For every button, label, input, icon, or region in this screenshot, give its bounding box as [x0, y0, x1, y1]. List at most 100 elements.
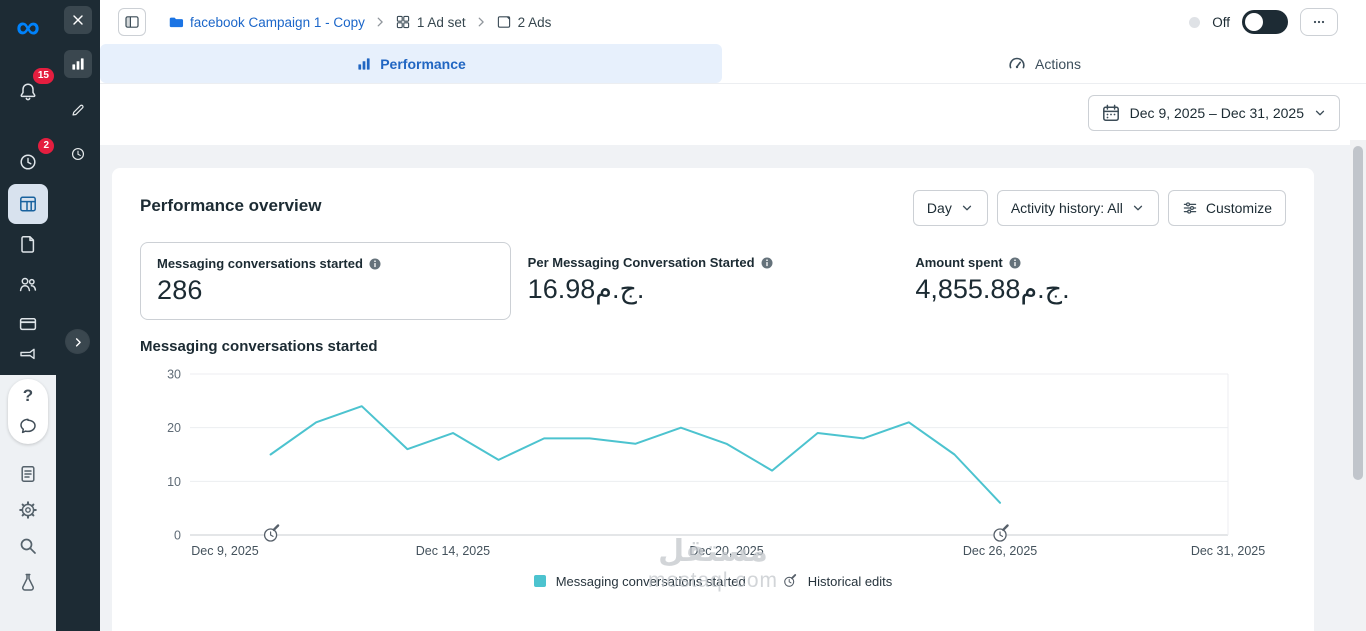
date-row: Dec 9, 2025 – Dec 31, 2025 — [100, 84, 1366, 145]
global-sidebar: ∞ 15 2 — [0, 0, 56, 631]
metric-card-cost-per-conversation[interactable]: Per Messaging Conversation Started 16.98… — [528, 242, 899, 320]
close-icon — [73, 15, 83, 25]
scrollbar-thumb[interactable] — [1353, 146, 1363, 480]
ads-square-icon — [497, 16, 510, 28]
ellipsis-icon — [1313, 20, 1325, 24]
svg-text:0: 0 — [174, 529, 181, 543]
svg-text:Dec 26, 2025: Dec 26, 2025 — [963, 544, 1037, 558]
date-range-picker[interactable]: Dec 9, 2025 – Dec 31, 2025 — [1087, 95, 1340, 131]
svg-text:Dec 14, 2025: Dec 14, 2025 — [416, 544, 490, 558]
breadcrumb-adset[interactable]: 1 Ad set — [395, 14, 466, 30]
legend-swatch — [533, 575, 546, 587]
billing-card-icon — [19, 318, 37, 331]
breadcrumb-ads[interactable]: 2 Ads — [496, 14, 551, 30]
chevron-separator-icon — [478, 17, 484, 27]
folder-icon — [169, 17, 184, 28]
help-question-icon: ? — [22, 386, 34, 405]
experiments-button[interactable] — [8, 564, 48, 600]
audiences-nav[interactable] — [8, 264, 48, 304]
notifications-badge: 15 — [32, 68, 54, 84]
help-button[interactable]: ? — [23, 387, 33, 406]
charts-tool-button[interactable] — [64, 50, 92, 78]
more-tools-nav[interactable] — [8, 344, 48, 364]
pages-doc-icon — [21, 236, 35, 253]
notifications-button[interactable]: 15 — [8, 68, 54, 112]
caret-down-icon — [1133, 205, 1142, 211]
caret-down-icon — [962, 205, 971, 211]
ads-manager-table-icon — [20, 196, 36, 212]
ads-manager-nav[interactable] — [8, 184, 48, 224]
global-sidebar-bottom: ? — [0, 375, 56, 631]
date-range-label: Dec 9, 2025 – Dec 31, 2025 — [1129, 105, 1304, 121]
caret-down-icon — [1315, 110, 1325, 116]
bar-chart-icon — [72, 58, 84, 70]
info-icon[interactable] — [760, 256, 774, 270]
settings-gear-icon — [19, 501, 37, 519]
performance-bars-icon — [358, 57, 370, 70]
adset-grid-icon — [396, 15, 410, 29]
historical-edits-icon — [783, 574, 796, 587]
chevron-separator-icon — [377, 17, 383, 27]
chart-title: Messaging conversations started — [140, 338, 378, 355]
tab-actions[interactable]: Actions — [722, 44, 1366, 83]
edit-tool-button[interactable] — [64, 96, 92, 124]
speedometer-icon — [1009, 57, 1025, 68]
vertical-scrollbar[interactable] — [1350, 140, 1366, 631]
global-sidebar-top: ∞ 15 2 — [0, 0, 56, 375]
metric-cards: Messaging conversations started 286 Per … — [140, 242, 1286, 320]
history-tool-button[interactable] — [64, 140, 92, 168]
main-area: Performance overview Day Activity histor… — [100, 145, 1366, 631]
close-panel-button[interactable] — [64, 6, 92, 34]
activity-badge: 2 — [38, 138, 54, 154]
billing-nav[interactable] — [8, 304, 48, 344]
more-options-button[interactable] — [1300, 8, 1338, 36]
campaign-toggle[interactable] — [1242, 10, 1288, 34]
chat-bubble-icon — [20, 418, 36, 434]
svg-text:30: 30 — [167, 368, 181, 382]
svg-text:20: 20 — [167, 421, 181, 435]
card-header: Performance overview Day Activity histor… — [140, 190, 1286, 226]
reports-doc-icon — [21, 466, 35, 482]
svg-text:Dec 20, 2025: Dec 20, 2025 — [689, 544, 763, 558]
activity-button[interactable]: 2 — [8, 138, 54, 182]
performance-chart: 0 10 20 30 Dec 9, 2025 Dec 14, 2025 Dec 20, 20… — [167, 368, 1265, 559]
breadcrumb-campaign[interactable]: facebook Campaign 1 - Copy — [168, 14, 365, 30]
chart-legend: Messaging conversations started Historic… — [140, 573, 1286, 589]
customize-button[interactable]: Customize — [1167, 190, 1286, 226]
expand-sidebar-button[interactable] — [66, 330, 89, 353]
overview-title: Performance overview — [140, 196, 322, 215]
tab-bar: Performance Actions — [100, 44, 1366, 84]
activity-clock-icon — [20, 154, 36, 170]
help-widget: ? — [8, 379, 48, 444]
chevron-right-icon — [75, 337, 81, 347]
svg-text:Dec 9, 2025: Dec 9, 2025 — [191, 544, 258, 558]
info-icon[interactable] — [1008, 256, 1022, 270]
metric-card-amount-spent[interactable]: Amount spent 4,855.88ج.م. — [915, 255, 1070, 304]
meta-logo[interactable]: ∞ — [16, 7, 40, 45]
overview-controls: Day Activity history: All Customize — [912, 190, 1286, 226]
chat-support-button[interactable] — [18, 416, 38, 436]
legend-series-label: Messaging conversations started — [555, 573, 746, 589]
info-icon[interactable] — [368, 257, 382, 271]
search-button[interactable] — [8, 528, 48, 564]
tab-performance[interactable]: Performance — [100, 44, 722, 83]
pencil-icon — [72, 104, 84, 116]
reports-button[interactable] — [8, 456, 48, 492]
activity-history-dropdown[interactable]: Activity history: All — [996, 190, 1159, 226]
metric-card-conversations[interactable]: Messaging conversations started 286 — [140, 242, 511, 320]
svg-text:Dec 31, 2025: Dec 31, 2025 — [1191, 544, 1265, 558]
megaphone-icon — [20, 348, 35, 360]
settings-button[interactable] — [8, 492, 48, 528]
breadcrumb: facebook Campaign 1 - Copy 1 Ad set 2 Ad… — [168, 14, 551, 30]
svg-text:10: 10 — [167, 475, 181, 489]
granularity-dropdown[interactable]: Day — [912, 190, 988, 226]
topbar: facebook Campaign 1 - Copy 1 Ad set 2 Ad… — [100, 0, 1366, 44]
pages-nav[interactable] — [8, 224, 48, 264]
toggle-side-panel-button[interactable] — [118, 8, 146, 36]
search-icon — [20, 538, 36, 554]
off-label: Off — [1212, 14, 1230, 30]
sliders-icon — [1183, 202, 1197, 214]
audiences-people-icon — [19, 277, 37, 292]
performance-card: Performance overview Day Activity histor… — [112, 168, 1314, 631]
